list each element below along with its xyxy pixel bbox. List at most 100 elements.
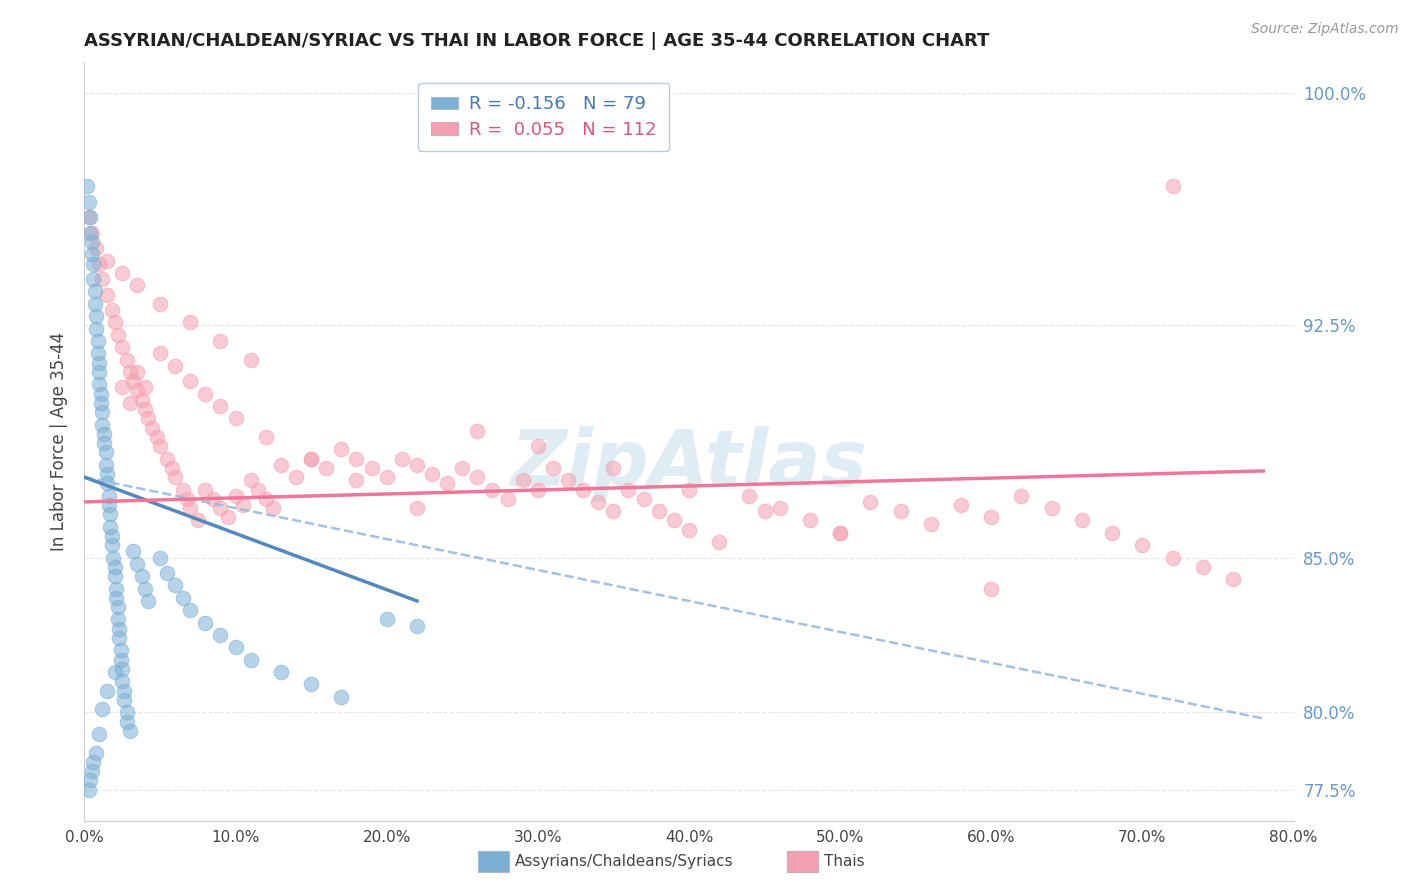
- Point: [107, 612, 129, 626]
- Point: [96, 287, 118, 301]
- Point: [1130, 538, 1153, 552]
- Point: [270, 665, 292, 679]
- Point: [890, 504, 912, 518]
- Point: [115, 714, 138, 729]
- Point: [165, 578, 187, 592]
- Point: [209, 628, 232, 642]
- Point: [82, 755, 104, 769]
- Point: [232, 498, 254, 512]
- Point: [557, 473, 579, 487]
- Point: [80, 235, 103, 249]
- Point: [217, 510, 239, 524]
- Point: [633, 491, 655, 506]
- Point: [149, 346, 172, 360]
- Point: [830, 525, 852, 540]
- Point: [118, 396, 141, 410]
- Point: [97, 489, 120, 503]
- Point: [82, 272, 104, 286]
- Point: [194, 386, 217, 401]
- Point: [111, 662, 134, 676]
- Point: [104, 569, 127, 583]
- Point: [709, 535, 731, 549]
- Point: [91, 272, 114, 286]
- Point: [80, 764, 103, 778]
- Point: [187, 513, 209, 527]
- Point: [84, 297, 107, 311]
- Point: [156, 566, 179, 580]
- Point: [104, 665, 127, 679]
- Point: [93, 436, 115, 450]
- Point: [270, 458, 292, 472]
- Point: [107, 600, 129, 615]
- Point: [330, 442, 353, 457]
- Point: [299, 451, 322, 466]
- Point: [134, 380, 156, 394]
- Point: [87, 334, 110, 348]
- Point: [108, 631, 131, 645]
- Point: [299, 677, 322, 691]
- Point: [89, 727, 111, 741]
- Point: [209, 334, 232, 348]
- Point: [588, 495, 610, 509]
- Point: [179, 501, 201, 516]
- Point: [467, 470, 489, 484]
- Point: [179, 315, 201, 329]
- Point: [980, 582, 1002, 596]
- Point: [111, 266, 134, 280]
- Point: [165, 470, 187, 484]
- Point: [172, 483, 194, 497]
- Point: [156, 451, 179, 466]
- Point: [79, 210, 101, 224]
- Point: [110, 653, 132, 667]
- Point: [100, 538, 122, 552]
- Point: [115, 706, 138, 720]
- Text: Thais: Thais: [824, 855, 865, 869]
- Point: [254, 491, 277, 506]
- Point: [136, 594, 159, 608]
- Point: [77, 782, 100, 797]
- Point: [176, 491, 198, 506]
- Point: [96, 467, 118, 481]
- Point: [179, 603, 201, 617]
- Text: ZipAtlas: ZipAtlas: [510, 426, 868, 502]
- Point: [91, 417, 114, 432]
- Point: [254, 430, 277, 444]
- Point: [97, 498, 120, 512]
- Point: [127, 365, 149, 379]
- Point: [799, 513, 821, 527]
- Point: [678, 523, 700, 537]
- Point: [420, 467, 443, 481]
- Point: [391, 451, 413, 466]
- Point: [406, 618, 429, 632]
- Point: [112, 693, 135, 707]
- Point: [100, 529, 122, 543]
- Point: [375, 470, 398, 484]
- Point: [127, 384, 149, 398]
- Point: [648, 504, 671, 518]
- Point: [86, 309, 108, 323]
- Point: [136, 411, 159, 425]
- Point: [98, 519, 121, 533]
- Point: [86, 746, 108, 760]
- Text: Source: ZipAtlas.com: Source: ZipAtlas.com: [1251, 22, 1399, 37]
- Point: [160, 460, 183, 475]
- Point: [1040, 501, 1063, 516]
- Point: [239, 653, 262, 667]
- Point: [134, 582, 156, 596]
- Point: [512, 473, 534, 487]
- Point: [527, 439, 550, 453]
- Point: [111, 380, 134, 394]
- Point: [89, 365, 111, 379]
- Point: [194, 483, 217, 497]
- Point: [82, 257, 104, 271]
- Point: [481, 483, 503, 497]
- Point: [201, 491, 224, 506]
- Point: [87, 346, 110, 360]
- Point: [285, 470, 308, 484]
- Text: Assyrians/Chaldeans/Syriacs: Assyrians/Chaldeans/Syriacs: [515, 855, 733, 869]
- Point: [77, 194, 100, 209]
- Text: ASSYRIAN/CHALDEAN/SYRIAC VS THAI IN LABOR FORCE | AGE 35-44 CORRELATION CHART: ASSYRIAN/CHALDEAN/SYRIAC VS THAI IN LABO…: [84, 32, 990, 50]
- Point: [1161, 179, 1184, 194]
- Point: [79, 773, 101, 788]
- Point: [121, 374, 143, 388]
